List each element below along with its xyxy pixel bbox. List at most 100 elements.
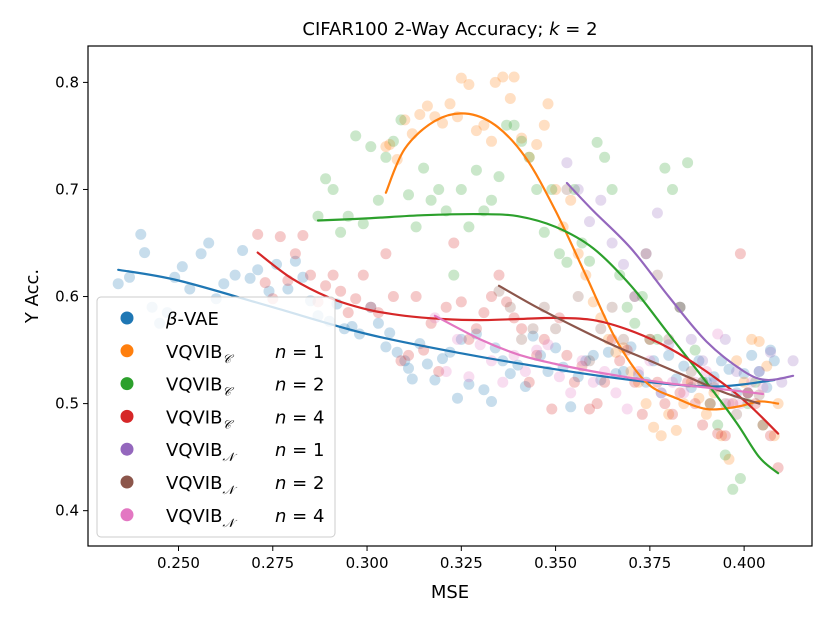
scatter-point-series-0 xyxy=(678,360,690,372)
scatter-point-series-0 xyxy=(124,271,135,283)
scatter-point-series-0 xyxy=(380,341,392,353)
scatter-point-series-0 xyxy=(176,261,188,273)
scatter-point-series-6 xyxy=(497,376,509,388)
scatter-point-series-2 xyxy=(538,226,550,238)
x-tick-label: 0.375 xyxy=(628,554,671,572)
scatter-point-series-1 xyxy=(478,119,490,131)
scatter-point-series-4 xyxy=(719,333,731,345)
scatter-point-series-2 xyxy=(357,218,369,230)
scatter-point-series-0 xyxy=(184,283,196,295)
scatter-point-series-0 xyxy=(625,341,637,353)
scatter-point-series-2 xyxy=(553,248,565,260)
legend-label-n: n = 2 xyxy=(275,473,324,494)
scatter-point-series-3 xyxy=(493,269,505,281)
scatter-point-series-4 xyxy=(584,216,595,228)
scatter-point-series-3 xyxy=(433,366,445,377)
scatter-point-series-0 xyxy=(486,396,497,407)
scatter-point-series-2 xyxy=(501,119,513,131)
x-tick-label: 0.350 xyxy=(534,554,577,572)
scatter-point-series-3 xyxy=(591,398,603,410)
scatter-point-series-1 xyxy=(538,119,550,131)
scatter-point-series-0 xyxy=(403,362,414,374)
scatter-point-series-0 xyxy=(391,346,403,358)
scatter-point-series-1 xyxy=(746,333,758,345)
scatter-point-series-3 xyxy=(252,228,264,240)
scatter-point-series-1 xyxy=(455,72,467,84)
scatter-point-series-1 xyxy=(399,114,411,126)
scatter-point-series-0 xyxy=(139,247,151,259)
x-tick-label: 0.275 xyxy=(251,554,294,572)
legend-label-subscript: 𝒩 xyxy=(222,516,237,530)
scatter-point-series-3 xyxy=(636,408,648,420)
scatter-point-series-3 xyxy=(448,237,460,249)
scatter-point-series-6 xyxy=(723,398,735,410)
scatter-point-series-0 xyxy=(399,355,411,367)
scatter-point-series-2 xyxy=(546,184,558,195)
scatter-point-series-4 xyxy=(618,258,629,270)
scatter-point-series-1 xyxy=(380,141,392,153)
scatter-point-series-3 xyxy=(380,248,392,260)
scatter-point-series-3 xyxy=(584,403,595,415)
scatter-point-series-2 xyxy=(425,194,437,206)
scatter-point-series-0 xyxy=(135,228,147,240)
scatter-point-series-0 xyxy=(297,271,309,283)
scatter-point-series-0 xyxy=(504,368,516,380)
scatter-point-series-2 xyxy=(455,184,467,195)
scatter-point-series-3 xyxy=(719,430,731,442)
scatter-point-series-5 xyxy=(504,301,516,313)
scatter-point-series-4 xyxy=(765,346,776,358)
scatter-point-series-2 xyxy=(410,221,422,233)
scatter-point-series-2 xyxy=(365,141,377,153)
scatter-point-series-1 xyxy=(463,79,475,90)
scatter-point-series-3 xyxy=(614,355,626,367)
scatter-point-series-1 xyxy=(384,139,396,150)
scatter-point-series-0 xyxy=(282,283,294,295)
scatter-point-series-1 xyxy=(470,125,482,137)
scatter-point-series-2 xyxy=(335,226,347,238)
scatter-point-series-0 xyxy=(112,278,124,290)
scatter-point-series-4 xyxy=(753,366,765,377)
scatter-point-series-5 xyxy=(640,248,652,260)
scatter-point-series-3 xyxy=(697,419,709,431)
scatter-point-series-2 xyxy=(372,194,384,206)
scatter-point-series-0 xyxy=(550,342,562,354)
scatter-point-series-2 xyxy=(682,157,694,169)
scatter-point-series-1 xyxy=(610,346,622,358)
scatter-point-series-0 xyxy=(289,255,301,267)
scatter-point-series-2 xyxy=(636,291,648,302)
scatter-point-series-2 xyxy=(418,162,430,174)
y-tick-label: 0.4 xyxy=(55,502,79,520)
scatter-point-series-1 xyxy=(700,408,712,420)
scatter-point-series-1 xyxy=(437,117,448,129)
y-axis-label: Y Acc. xyxy=(22,269,43,324)
scatter-point-series-6 xyxy=(486,355,497,367)
y-tick-label: 0.6 xyxy=(55,288,79,306)
scatter-point-series-2 xyxy=(599,151,611,163)
legend-label-n-var: n xyxy=(275,506,286,527)
scatter-point-series-2 xyxy=(403,189,414,201)
scatter-point-series-0 xyxy=(421,358,433,370)
scatter-point-series-3 xyxy=(508,312,520,324)
curves-layer xyxy=(117,112,795,475)
scatter-point-series-4 xyxy=(651,207,663,219)
scatter-point-series-6 xyxy=(463,371,475,383)
scatter-point-series-2 xyxy=(659,162,671,174)
legend-label-n: n = 4 xyxy=(275,506,324,527)
legend-marker xyxy=(120,442,134,456)
scatter-point-series-3 xyxy=(704,398,716,410)
scatter-point-series-1 xyxy=(508,71,520,83)
scatter-point-series-5 xyxy=(550,323,562,335)
scatter-point-series-1 xyxy=(497,71,509,83)
scatter-point-series-2 xyxy=(350,130,362,142)
legend-label-n: n = 1 xyxy=(275,440,324,461)
scatter-point-series-2 xyxy=(704,398,716,410)
scatter-point-series-0 xyxy=(455,333,467,345)
scatter-point-series-3 xyxy=(357,269,369,281)
scatter-point-series-2 xyxy=(719,449,731,461)
scatter-point-series-2 xyxy=(651,333,663,345)
legend-label-n-var: n xyxy=(275,473,286,494)
scatter-point-series-1 xyxy=(489,76,501,88)
scatter-point-series-2 xyxy=(387,135,399,147)
scatter-point-series-6 xyxy=(474,339,486,351)
